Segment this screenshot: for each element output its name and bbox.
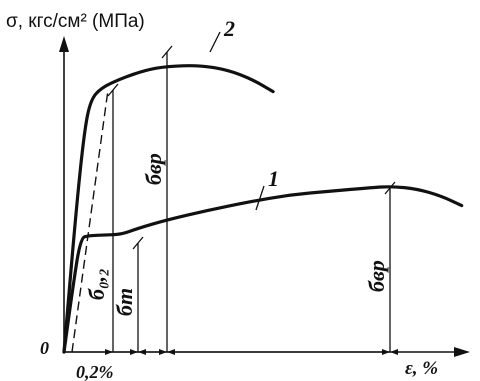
tick-marks xyxy=(107,45,396,250)
x-axis-label: ε, % xyxy=(405,358,438,379)
x-axis-arrow xyxy=(454,347,470,357)
curve-label-1: 1 xyxy=(268,166,279,191)
x-tick-label: 0,2% xyxy=(76,362,114,381)
curve-series-1 xyxy=(62,185,464,354)
curve-series-2 xyxy=(62,64,275,354)
origin-label: 0 xyxy=(40,338,49,358)
elastic-line xyxy=(71,89,109,353)
curve-label-2-leader xyxy=(209,31,221,53)
dimension-arrowheads xyxy=(105,349,398,355)
curve-label-2: 2 xyxy=(223,16,235,41)
y-axis-arrow xyxy=(59,36,69,52)
annotation-sigma-t: бт xyxy=(112,288,137,316)
y-axis-label: σ, кгс/см² (МПа) xyxy=(6,11,145,32)
curve-label-1-leader xyxy=(255,185,265,211)
annotation-sigma-vr-2: бвр xyxy=(141,153,166,185)
annotation-sigma-vr-1: бвр xyxy=(364,260,389,292)
annotation-sigma-02: б₀,₂ xyxy=(84,268,109,300)
